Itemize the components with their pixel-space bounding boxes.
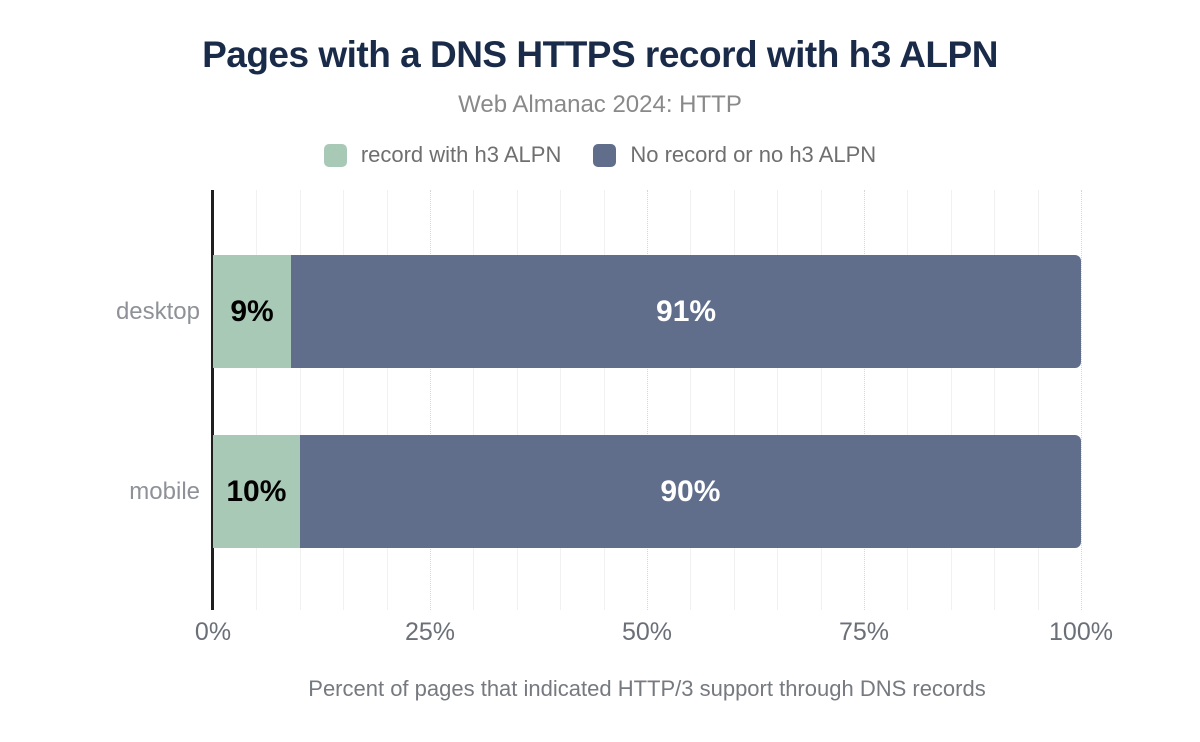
chart-title: Pages with a DNS HTTPS record with h3 AL… bbox=[202, 34, 998, 75]
bar-row-desktop: 9% 91% bbox=[213, 255, 1081, 368]
gridline bbox=[690, 190, 692, 610]
chart-subtitle: Web Almanac 2024: HTTP bbox=[458, 91, 742, 118]
x-tick-75: 75% bbox=[838, 618, 890, 646]
x-tick-100: 100% bbox=[1049, 618, 1113, 646]
gridline bbox=[907, 190, 909, 610]
legend-swatch-slate-icon bbox=[593, 143, 617, 167]
y-axis-line bbox=[211, 190, 214, 610]
legend-label: No record or no h3 ALPN bbox=[630, 142, 877, 167]
x-tick-25: 25% bbox=[404, 618, 456, 646]
category-label-mobile: mobile bbox=[129, 478, 200, 505]
x-tick-50: 50% bbox=[621, 618, 673, 646]
bar-segment-mobile-no-record: 90% bbox=[299, 435, 1081, 548]
bar-segment-desktop-h3-alpn: 9% bbox=[213, 255, 292, 368]
gridline bbox=[647, 190, 648, 610]
legend-item-h3-alpn: record with h3 ALPN bbox=[323, 142, 562, 168]
gridline bbox=[386, 190, 388, 610]
gridline bbox=[820, 190, 822, 610]
legend: record with h3 ALPN No record or no h3 A… bbox=[0, 142, 1200, 168]
gridline bbox=[994, 190, 996, 610]
gridline bbox=[1037, 190, 1039, 610]
gridline bbox=[430, 190, 431, 610]
gridline bbox=[560, 190, 562, 610]
gridline bbox=[299, 190, 301, 610]
x-tick-0: 0% bbox=[194, 618, 232, 646]
legend-label: record with h3 ALPN bbox=[360, 142, 562, 167]
gridline bbox=[1081, 190, 1082, 610]
gridline bbox=[256, 190, 258, 610]
bar-row-mobile: 10% 90% bbox=[213, 435, 1081, 548]
bar-segment-mobile-h3-alpn: 10% bbox=[213, 435, 300, 548]
category-label-desktop: desktop bbox=[115, 298, 200, 325]
legend-item-no-record: No record or no h3 ALPN bbox=[593, 142, 876, 168]
gridline bbox=[343, 190, 345, 610]
gridline bbox=[603, 190, 605, 610]
plot-area: 9% 91% 10% 90% bbox=[211, 190, 1082, 610]
gridline bbox=[864, 190, 865, 610]
gridline bbox=[516, 190, 518, 610]
x-axis-caption: Percent of pages that indicated HTTP/3 s… bbox=[308, 676, 986, 701]
gridline bbox=[777, 190, 779, 610]
gridline bbox=[733, 190, 735, 610]
bar-segment-desktop-no-record: 91% bbox=[291, 255, 1081, 368]
gridline bbox=[473, 190, 475, 610]
gridline bbox=[950, 190, 952, 610]
legend-swatch-green-icon bbox=[323, 143, 347, 167]
x-axis-ticks: 0% 25% 50% 75% 100% bbox=[195, 618, 1113, 648]
